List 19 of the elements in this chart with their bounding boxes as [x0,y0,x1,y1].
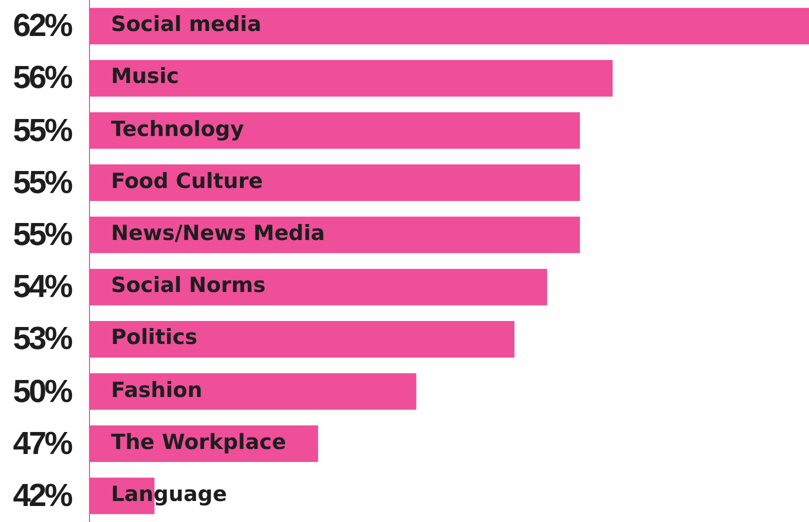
y-tick-label: Social Norms [111,273,266,300]
data-label: 55% [12,216,71,254]
data-label: 55% [12,164,71,202]
y-tick-label: Politics [111,325,198,352]
data-label: 50% [12,372,71,410]
y-tick-label: Music [111,64,179,90]
y-tick-label: Food Culture [111,168,263,195]
y-tick-label: The Workplace [111,430,286,456]
y-tick-label: Fashion [111,378,202,404]
data-label: 55% [12,112,71,150]
y-tick-label: Social media [111,12,262,38]
data-label: 56% [12,59,71,98]
data-label: 62% [12,7,71,46]
y-tick-label: Technology [111,116,244,142]
data-label: 47% [12,424,71,463]
data-label: 54% [12,268,71,306]
y-tick-label: News/News Media [111,220,325,247]
data-label: 53% [12,320,71,358]
data-label: 42% [12,476,71,515]
